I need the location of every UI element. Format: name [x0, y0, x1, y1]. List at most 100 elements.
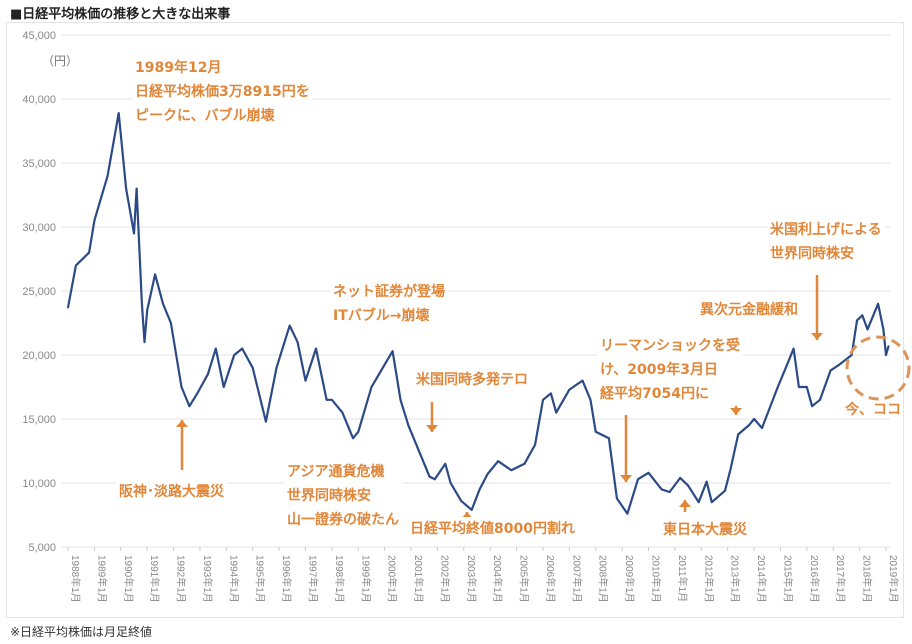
annotation-hanshin-earthquake: 阪神･淡路大震災 [116, 480, 227, 504]
x-tick-label: 2006年1月 [544, 555, 557, 603]
data-point [143, 341, 146, 344]
data-point [407, 424, 410, 427]
data-point [837, 364, 840, 367]
data-point [75, 264, 77, 267]
annotation-line: 阪神･淡路大震災 [119, 484, 224, 500]
arrow-rate-hike-head [811, 333, 823, 340]
y-tick-label: 20,000 [22, 350, 56, 362]
x-tick-label: 2017年1月 [834, 555, 847, 603]
data-point [647, 471, 650, 474]
data-point [534, 443, 536, 446]
arrow-tohoku-head [679, 500, 691, 507]
data-point [399, 399, 402, 401]
data-point [141, 303, 143, 305]
data-point [275, 367, 278, 369]
data-point [850, 354, 853, 356]
data-point [233, 354, 236, 356]
y-tick-label: 15,000 [22, 414, 56, 426]
data-point [523, 463, 526, 465]
data-point [806, 386, 808, 388]
data-point [170, 322, 172, 324]
data-point [315, 347, 317, 350]
data-point [88, 251, 90, 254]
x-tick-label: 2019年1月 [887, 555, 900, 603]
y-tick-label: 40,000 [22, 94, 56, 106]
data-point [304, 379, 307, 382]
annotation-line: リーマンショックを受 [600, 338, 740, 354]
data-point [724, 489, 726, 492]
data-point [296, 341, 299, 344]
data-point [265, 420, 267, 423]
data-point [711, 501, 713, 504]
data-point [106, 175, 109, 177]
data-point [589, 399, 592, 401]
data-point [811, 405, 813, 408]
x-tick-label: 2007年1月 [570, 555, 583, 603]
data-point [637, 478, 639, 480]
chart-frame [6, 22, 904, 618]
data-point [829, 369, 832, 372]
data-point [180, 386, 183, 388]
y-tick-label: 10,000 [22, 478, 56, 490]
data-point [861, 314, 864, 317]
data-point [555, 411, 557, 414]
annotation-lehman: リーマンショックを受 け、2009年3月日 経平均7054円に [597, 334, 743, 406]
data-point [819, 399, 821, 401]
annotation-line: 日経平均株価3万8915円を [135, 84, 310, 100]
x-tick-label: 2014年1月 [755, 555, 768, 603]
data-point [885, 354, 887, 356]
arrow-hanshin-head [176, 420, 188, 427]
data-point [660, 488, 663, 491]
annotation-it-bubble: ネット証券が登場 ITバブル→崩壊 [330, 280, 448, 328]
annotation-line: 米国同時多発テロ [416, 372, 528, 388]
data-point [146, 309, 148, 312]
data-point [486, 473, 489, 475]
data-point [697, 501, 700, 504]
annotation-line: 米国利上げによる [770, 222, 882, 238]
x-tick-label: 2005年1月 [518, 555, 531, 603]
data-point [117, 112, 120, 114]
x-tick-label: 2015年1月 [781, 555, 794, 603]
annotation-line: アジア通貨危機 [287, 464, 385, 480]
footnote: ※日経平均株価は月足終値 [10, 625, 153, 639]
data-point [93, 219, 96, 222]
data-point [381, 368, 383, 370]
data-point [154, 273, 156, 276]
data-point [792, 347, 795, 350]
y-tick-label: 30,000 [22, 222, 56, 234]
data-point [370, 386, 373, 388]
annotation-line: 山一證券の破たん [287, 512, 399, 528]
data-point [460, 500, 462, 502]
x-tick-label: 2013年1月 [729, 555, 742, 603]
data-point [550, 392, 552, 395]
data-point [133, 232, 135, 235]
x-tick-label: 1991年1月 [148, 555, 161, 603]
x-tick-label: 1995年1月 [254, 555, 267, 603]
x-tick-label: 1998年1月 [333, 555, 346, 603]
y-tick-label: 5,000 [28, 542, 56, 554]
annotation-line: ITバブル→崩壊 [333, 308, 430, 324]
annotation-line: ネット証券が登場 [333, 284, 445, 300]
x-tick-label: 1994年1月 [227, 555, 240, 603]
x-tick-label: 1990年1月 [122, 555, 135, 603]
x-tick-label: 2009年1月 [623, 555, 636, 603]
data-point [415, 443, 418, 446]
x-tick-label: 1988年1月 [69, 555, 82, 603]
x-tick-label: 2001年1月 [412, 555, 425, 603]
data-point [747, 424, 750, 427]
data-point [391, 350, 394, 352]
data-point [761, 427, 763, 429]
annotation-line: 世界同時株安 [770, 246, 854, 262]
annotation-8000-break: 日経平均終値8000円割れ [407, 517, 578, 541]
arrow-lehman-head [620, 475, 632, 482]
x-tick-label: 1997年1月 [306, 555, 319, 603]
annotation-line: 今、ココ [845, 402, 901, 418]
data-point [679, 477, 681, 479]
annotation-now-here: 今、ココ [842, 398, 904, 422]
now-highlight-circle [845, 335, 911, 401]
annotation-line: 1989年12月 [135, 60, 222, 76]
data-point [581, 379, 584, 382]
annotation-asian-crisis: アジア通貨危機 世界同時株安 山一證券の破たん [284, 460, 402, 532]
chart-title: ■日経平均株価の推移と大きな出来事 [10, 7, 231, 22]
